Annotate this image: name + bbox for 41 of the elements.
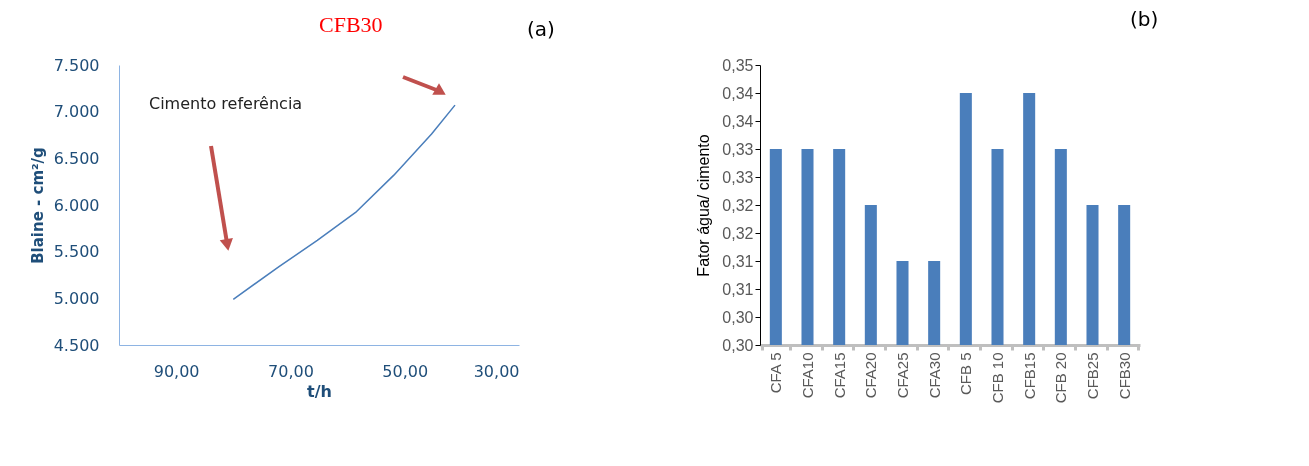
text: (a) (527, 17, 555, 41)
x-tick-label: 70,00 (268, 361, 314, 381)
x-axis-title: t/h (307, 381, 332, 401)
y-tick-label: 5.000 (53, 288, 100, 308)
x-tick-label: CFB30 (1115, 352, 1133, 400)
x-tick-label: CFA15 (830, 352, 848, 399)
x-tick-label: CFA10 (799, 352, 816, 399)
y-tick-label: 0,30 (722, 336, 754, 354)
y-tick-label: 6.500 (53, 148, 100, 168)
y-tick-label: 0,33 (722, 140, 754, 158)
x-tick-label: CFA25 (894, 352, 911, 399)
y-tick-label: 7.000 (53, 102, 100, 122)
x-tick-label: CFA30 (925, 352, 943, 399)
y-tick-label: 0,31 (722, 252, 754, 270)
x-tick-label: 90,00 (153, 361, 200, 381)
x-tick-label: CFB 10 (989, 352, 1006, 404)
x-tick-label: CFB25 (1084, 352, 1101, 400)
y-tick-label: 0,34 (722, 84, 754, 102)
x-tick-label: 30,00 (473, 361, 520, 381)
y-axis-title: Fator água/ cimento (695, 134, 713, 277)
x-tick-label: CFB 5 (957, 352, 975, 396)
y-tick-label: 0,33 (722, 168, 754, 186)
annotation: Cimento referência (149, 94, 303, 113)
y-tick-label: 0,34 (722, 112, 754, 130)
y-tick-label: 0,32 (722, 224, 754, 242)
y-axis-title: Blaine - cm²/g (28, 147, 47, 264)
y-tick-label: 0,32 (722, 196, 754, 214)
y-tick-label: 0,30 (722, 308, 754, 326)
x-tick-label: 50,00 (382, 361, 429, 381)
y-tick-label: 0,35 (722, 56, 754, 74)
y-tick-label: 7.500 (53, 55, 100, 75)
y-tick-label: 6.000 (53, 195, 100, 215)
y-tick-label: 0,31 (722, 280, 754, 298)
text: (b) (1130, 7, 1159, 31)
text: CFB30 (319, 12, 383, 37)
y-tick-label: 4.500 (53, 335, 100, 355)
x-tick-label: CFB 20 (1052, 352, 1070, 404)
y-tick-label: 5.500 (53, 242, 100, 262)
x-tick-label: CFA20 (862, 352, 880, 399)
x-tick-label: CFB15 (1020, 352, 1038, 400)
x-tick-label: CFA 5 (767, 352, 785, 394)
